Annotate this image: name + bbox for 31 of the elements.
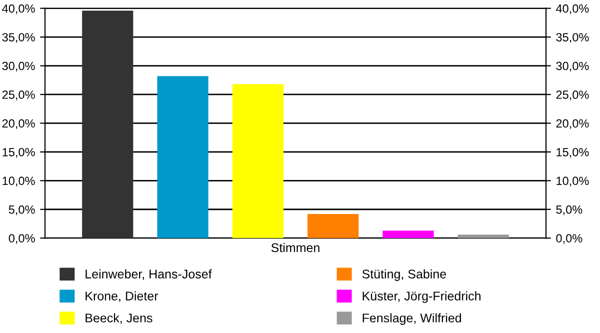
legend-label: Küster, Jörg-Friedrich — [362, 291, 480, 303]
bar — [82, 10, 134, 238]
text: 10,0% — [556, 176, 589, 186]
y-tick-label: 5,0% — [8, 205, 35, 216]
bar — [232, 84, 284, 238]
text: 20,0% — [556, 119, 589, 129]
text: 0,0% — [556, 234, 582, 244]
bar — [157, 76, 208, 238]
y-tick-label: 35,0% — [2, 33, 35, 43]
y-tick-label: 30,0% — [2, 62, 35, 72]
bar — [382, 230, 434, 238]
y-tick-label: 25,0% — [2, 90, 35, 100]
y-tick-label: 10,0% — [2, 176, 35, 186]
y-tick-label: 20,0% — [2, 119, 35, 129]
y-tick-label: 40,0% — [2, 4, 35, 14]
text: 40,0% — [556, 4, 589, 14]
text: 35,0% — [556, 33, 589, 43]
text: 30,0% — [556, 62, 589, 72]
y-tick-label: 0,0% — [8, 234, 35, 244]
legend-label: Leinweber, Hans-Josef — [86, 269, 212, 280]
legend-label: Fenslage, Wilfried — [362, 313, 462, 325]
legend-label: Beeck, Jens — [86, 313, 152, 324]
bar — [458, 234, 509, 238]
legend-label: Krone, Dieter — [86, 291, 158, 302]
text: 25,0% — [556, 90, 589, 100]
y-tick-label: 15,0% — [2, 148, 35, 158]
text: 15,0% — [556, 148, 589, 158]
x-tick-label: Stimmen — [271, 242, 320, 252]
text: 5,0% — [556, 205, 582, 216]
bar — [308, 214, 359, 238]
legend-label: Stüting, Sabine — [362, 269, 446, 281]
